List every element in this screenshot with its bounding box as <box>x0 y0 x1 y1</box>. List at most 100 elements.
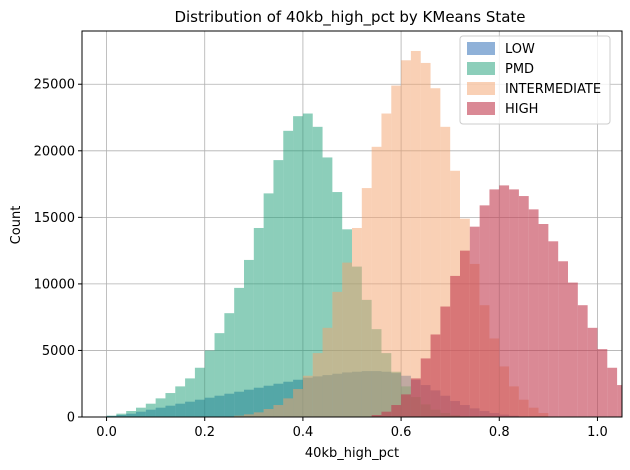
histogram-bar <box>322 157 333 417</box>
histogram-bar <box>312 126 323 418</box>
x-tick-label: 0.6 <box>391 425 412 440</box>
histogram-bar <box>568 282 578 417</box>
histogram-bar <box>548 241 559 417</box>
histogram-bar <box>116 413 127 417</box>
histogram-bar <box>391 405 402 417</box>
histogram-bar <box>224 313 235 417</box>
x-tick-label: 0.4 <box>293 425 314 440</box>
histogram-bar <box>607 367 618 417</box>
histogram-bar <box>587 327 598 417</box>
y-tick-label: 5000 <box>42 344 75 359</box>
x-tick-label: 0.8 <box>489 425 510 440</box>
x-axis-label: 40kb_high_pct <box>305 446 399 461</box>
histogram-bar <box>273 405 284 417</box>
histogram-bar <box>283 130 294 418</box>
histogram-bar <box>165 393 176 417</box>
histogram-bar <box>528 209 539 417</box>
y-tick-label: 20000 <box>34 144 75 159</box>
histogram-bar <box>450 275 460 417</box>
histogram-bar <box>126 411 136 417</box>
histogram-bar <box>489 189 500 417</box>
histogram-bar <box>283 398 294 417</box>
histogram-bar <box>430 88 441 417</box>
histogram-bar <box>136 407 146 417</box>
histogram-bar <box>273 160 284 417</box>
histogram-bar <box>244 414 254 417</box>
histogram-bar <box>263 193 274 417</box>
histogram-bar <box>302 375 313 417</box>
y-tick-label: 0 <box>67 411 75 426</box>
histogram-bar <box>538 224 549 417</box>
legend-frame <box>459 35 611 125</box>
histogram-bar <box>381 113 392 417</box>
histogram-bar <box>214 333 225 417</box>
legend-label: LOW <box>505 42 535 57</box>
histogram-bar <box>401 60 411 418</box>
histogram-bar <box>244 259 254 417</box>
y-tick-label: 10000 <box>34 277 75 292</box>
histogram-bar <box>253 412 264 417</box>
x-tick-label: 0.2 <box>194 425 215 440</box>
histogram-bar <box>420 62 431 418</box>
histogram-bar <box>106 415 117 417</box>
histogram-bar <box>322 327 333 417</box>
x-tick-label: 0.0 <box>96 425 117 440</box>
histogram-bar <box>558 261 568 417</box>
histogram-bar <box>509 189 519 417</box>
legend-swatch <box>467 62 495 75</box>
histogram-bar <box>460 250 470 417</box>
histogram-bar <box>597 349 608 417</box>
histogram-bar <box>518 196 529 417</box>
histogram-bar <box>253 227 264 417</box>
legend-label: INTERMEDIATE <box>505 82 601 97</box>
x-tick-label: 1.0 <box>587 425 608 440</box>
histogram-bar <box>440 306 451 417</box>
series-high <box>371 185 622 417</box>
y-tick-label: 25000 <box>34 78 75 93</box>
histogram-bar <box>145 403 156 417</box>
histogram-bar <box>293 116 303 417</box>
histogram-bar <box>371 146 382 418</box>
histogram-bar <box>332 291 343 417</box>
histogram-bar <box>410 378 421 417</box>
histogram-bar <box>440 126 451 418</box>
histogram-bar <box>371 415 382 417</box>
histogram-bar <box>401 394 411 417</box>
legend-label: HIGH <box>505 102 538 117</box>
y-tick-label: 15000 <box>34 211 75 226</box>
histogram-bars <box>106 50 622 418</box>
legend-label: PMD <box>505 62 534 77</box>
histogram-bar <box>155 398 166 417</box>
histogram-bar <box>234 415 244 417</box>
histogram-bar <box>185 378 195 417</box>
histogram-bar <box>361 188 372 417</box>
histogram-bar <box>391 85 402 417</box>
histogram-bar <box>312 353 323 417</box>
histogram-bar <box>342 262 352 417</box>
histogram-bar <box>420 358 431 417</box>
histogram-bar <box>194 367 205 417</box>
y-axis-ticks: 0 5000 10000 15000 20000 25000 <box>34 78 82 426</box>
histogram-bar <box>479 205 490 417</box>
plot-frame <box>81 30 623 418</box>
legend-swatch <box>467 42 495 55</box>
histogram-bar <box>617 385 622 417</box>
histogram-bar <box>204 350 215 417</box>
legend: LOW PMD INTERMEDIATE HIGH <box>459 35 611 125</box>
histogram-bar <box>577 305 588 417</box>
histogram-bar <box>293 389 303 417</box>
chart-title: Distribution of 40kb_high_pct by KMeans … <box>174 8 525 27</box>
histogram-bar <box>263 409 274 417</box>
histogram-bar <box>234 287 244 417</box>
histogram-bar <box>352 227 362 417</box>
legend-swatch <box>467 82 495 95</box>
histogram-bar <box>175 386 186 417</box>
legend-swatch <box>467 102 495 115</box>
histogram-bar <box>410 50 421 418</box>
histogram-bar <box>469 226 480 417</box>
histogram-bar <box>430 334 441 417</box>
x-axis-ticks: 0.0 0.2 0.4 0.6 0.8 1.0 <box>96 417 608 440</box>
histogram-bar <box>302 113 313 417</box>
histogram-bar <box>499 185 510 417</box>
